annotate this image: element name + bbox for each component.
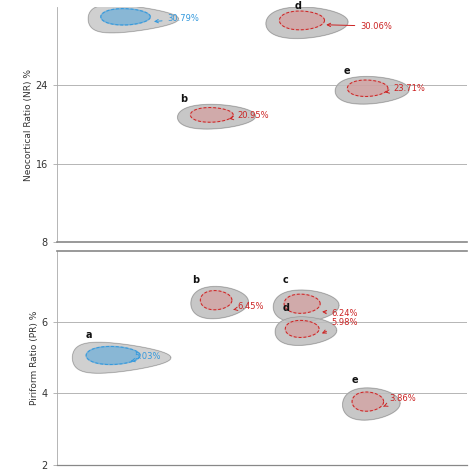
Polygon shape xyxy=(178,104,255,129)
Polygon shape xyxy=(86,346,140,365)
Text: 30.79%: 30.79% xyxy=(155,14,200,23)
Polygon shape xyxy=(201,291,232,310)
Text: 3.86%: 3.86% xyxy=(383,394,416,406)
Text: d: d xyxy=(295,1,301,11)
Text: 30.06%: 30.06% xyxy=(327,22,392,31)
Text: 5.03%: 5.03% xyxy=(132,352,161,362)
Text: c: c xyxy=(283,275,288,285)
Polygon shape xyxy=(275,317,337,345)
Text: 5.98%: 5.98% xyxy=(323,319,358,333)
Polygon shape xyxy=(101,9,150,25)
Text: b: b xyxy=(180,94,187,104)
Polygon shape xyxy=(352,392,383,411)
Polygon shape xyxy=(347,80,388,97)
Text: 23.71%: 23.71% xyxy=(386,84,425,93)
Text: 6.45%: 6.45% xyxy=(234,301,264,310)
Polygon shape xyxy=(266,7,348,38)
Text: d: d xyxy=(283,303,290,313)
Polygon shape xyxy=(273,290,339,322)
Polygon shape xyxy=(73,342,171,373)
Polygon shape xyxy=(284,294,320,313)
Polygon shape xyxy=(191,287,248,319)
Text: b: b xyxy=(192,275,199,285)
Polygon shape xyxy=(343,388,400,420)
Text: a: a xyxy=(86,330,92,340)
Polygon shape xyxy=(88,5,178,33)
Text: e: e xyxy=(344,66,350,76)
Polygon shape xyxy=(191,108,233,122)
Text: 6.24%: 6.24% xyxy=(323,309,358,318)
Polygon shape xyxy=(335,77,409,104)
Text: 20.95%: 20.95% xyxy=(230,111,269,120)
Polygon shape xyxy=(285,320,319,337)
Polygon shape xyxy=(280,11,325,30)
Text: e: e xyxy=(352,374,359,385)
Y-axis label: Piriform Ratio (PR) %: Piriform Ratio (PR) % xyxy=(30,310,39,405)
Y-axis label: Neocortical Ratio (NR) %: Neocortical Ratio (NR) % xyxy=(24,69,33,181)
